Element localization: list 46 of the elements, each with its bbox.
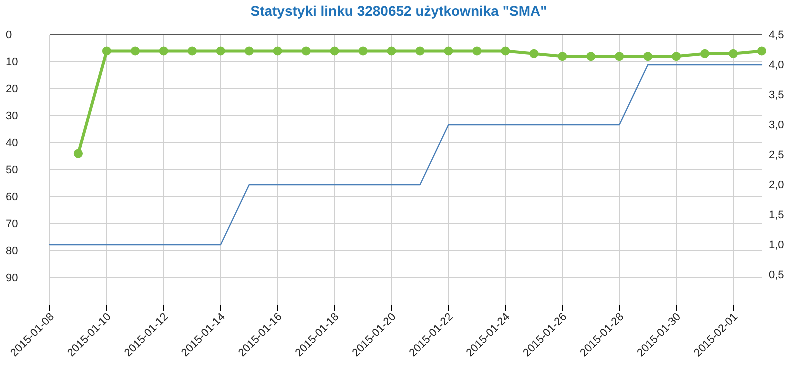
point [558, 52, 568, 62]
y2-tick-label: 3,0 [769, 120, 784, 132]
point [444, 46, 454, 56]
point [244, 46, 254, 56]
y-tick-label: 70 [6, 218, 18, 231]
point [188, 46, 197, 56]
y-tick-label: 20 [6, 84, 18, 96]
y-tick-label: 0 [6, 30, 12, 42]
point [102, 46, 112, 56]
point [416, 46, 425, 56]
chart-title: Statystyki linku 3280652 użytkownika "SMA" [250, 3, 548, 19]
y-tick-label: 60 [6, 192, 18, 204]
point [130, 46, 140, 56]
point [358, 46, 368, 56]
point [615, 52, 624, 62]
point [530, 49, 539, 58]
point [729, 49, 738, 58]
y-tick-label: 10 [6, 56, 18, 69]
y-tick-label: 30 [6, 110, 18, 123]
point [672, 52, 682, 62]
y2-tick-label: 1,0 [769, 240, 784, 252]
y2-tick-label: 2,5 [769, 150, 784, 162]
point [758, 46, 766, 56]
y2-tick-label: 2,0 [769, 180, 784, 192]
point [159, 46, 168, 56]
y-tick-label: 80 [6, 246, 18, 258]
point [74, 149, 83, 158]
y2-tick-label: 4,0 [769, 60, 784, 72]
y2-tick-label: 3,5 [769, 90, 784, 102]
y2-tick-label: 4,5 [769, 30, 784, 42]
point [387, 46, 396, 56]
point [700, 49, 710, 58]
point [330, 46, 340, 56]
point [216, 46, 226, 56]
y-tick-label: 40 [6, 138, 18, 150]
y-tick-label: 90 [6, 272, 18, 285]
y2-tick-label: 0,5 [769, 270, 784, 282]
point [472, 46, 482, 56]
point [644, 52, 653, 62]
y2-tick-label: 1,5 [769, 210, 784, 222]
line-series [49, 64, 763, 246]
point [586, 52, 596, 62]
point [501, 46, 510, 56]
point [273, 46, 282, 56]
y-tick-label: 50 [6, 164, 18, 177]
point [302, 46, 311, 56]
